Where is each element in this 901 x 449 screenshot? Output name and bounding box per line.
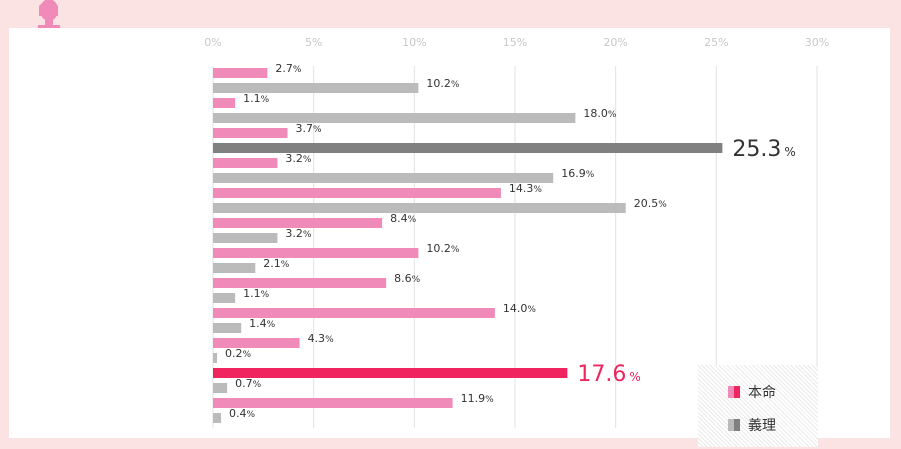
bar-value-label: 11.9% <box>461 392 495 405</box>
bar-value-label: 3.7% <box>295 122 322 135</box>
bar-chart: 0% 5% 10% 15% 20% 25% 30% 2.7% 10.2% 1.1% 18.0% 3.7… <box>204 36 829 428</box>
bar-value-label: 4.3% <box>308 332 335 345</box>
bar-value-label: 3.2% <box>285 227 312 240</box>
bar-honmei <box>213 158 278 168</box>
bar-honmei <box>213 278 387 288</box>
bar-giri <box>213 413 222 423</box>
bar-value-label: 14.0% <box>503 302 537 315</box>
bar-honmei <box>213 338 300 348</box>
bar-giri <box>213 173 554 183</box>
legend-swatch-honmei <box>728 386 740 398</box>
bar-giri <box>213 113 576 123</box>
bar-value-label: 10.2% <box>426 77 460 90</box>
bar-giri <box>213 323 242 333</box>
x-tick-label: 0% <box>204 36 221 49</box>
x-tick-label: 30% <box>805 36 829 49</box>
bar-value-label: 2.1% <box>263 257 290 270</box>
bar-value-label: 0.2% <box>225 347 252 360</box>
bar-value-label: 8.6% <box>394 272 421 285</box>
legend-swatch-giri <box>728 419 740 431</box>
legend-item-honmei: 本命 <box>728 382 776 402</box>
x-tick-label: 10% <box>402 36 426 49</box>
bar-giri <box>213 263 256 273</box>
bar-value-label: 16.9% <box>561 167 595 180</box>
x-tick-label: 20% <box>603 36 627 49</box>
bar-value-label: 14.3% <box>509 182 543 195</box>
bar-honmei <box>213 248 419 258</box>
bar-giri <box>213 143 723 153</box>
bar-giri <box>213 293 236 303</box>
bar-honmei <box>213 98 236 108</box>
bar-giri <box>213 233 278 243</box>
legend-item-giri: 義理 <box>728 415 776 435</box>
bar-honmei <box>213 128 288 138</box>
bar-value-label: 18.0% <box>583 107 617 120</box>
bar-value-label: 25.3% <box>732 137 795 162</box>
bar-value-label: 10.2% <box>426 242 460 255</box>
bar-honmei <box>213 188 501 198</box>
bar-honmei <box>213 398 453 408</box>
bar-value-label: 1.1% <box>243 92 270 105</box>
bar-value-label: 17.6% <box>577 362 640 387</box>
bar-value-label: 20.5% <box>634 197 668 210</box>
bar-value-label: 0.7% <box>235 377 261 390</box>
bar-value-label: 1.4% <box>249 317 275 330</box>
chart-panel: 0% 5% 10% 15% 20% 25% 30% 2.7% 10.2% 1.1% 18.0% 3.7… <box>9 28 890 447</box>
bar-value-label: 1.1% <box>243 287 270 300</box>
bar-value-label: 2.7% <box>275 62 302 75</box>
bar-honmei <box>213 218 383 228</box>
bar-honmei <box>213 68 268 78</box>
legend-label-honmei: 本命 <box>748 385 776 401</box>
x-tick-label: 5% <box>305 36 322 49</box>
bar-value-label: 8.4% <box>390 212 417 225</box>
bar-honmei <box>213 308 495 318</box>
bar-honmei <box>213 368 568 378</box>
x-tick-label: 15% <box>503 36 527 49</box>
bar-value-label: 3.2% <box>285 152 312 165</box>
bar-giri <box>213 83 419 93</box>
x-tick-label: 25% <box>704 36 728 49</box>
bar-giri <box>213 203 626 213</box>
bar-giri <box>213 383 228 393</box>
bar-giri <box>213 353 218 363</box>
legend-label-giri: 義理 <box>748 418 776 434</box>
bar-value-label: 0.4% <box>229 407 256 420</box>
legend: 本命 義理 <box>698 365 818 447</box>
